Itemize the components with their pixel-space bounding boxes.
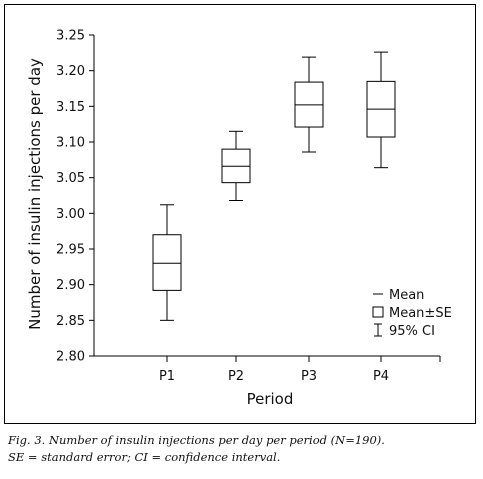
y-tick-label: 2.80 (56, 350, 85, 365)
y-tick-label: 3.10 (56, 136, 85, 151)
box-p2 (221, 130, 251, 201)
x-tick-label: P4 (373, 369, 389, 384)
y-ticks: 2.80 2.85 2.90 2.95 3.00 3.05 3.10 3.15 3.20 3.25 (56, 29, 94, 365)
y-tick-label: 3.20 (56, 64, 85, 79)
y-tick-label: 3.00 (56, 207, 85, 222)
y-tick-label: 3.25 (56, 29, 85, 44)
axes (93, 35, 440, 357)
legend-label: 95% CI (389, 324, 435, 339)
box-p3 (294, 56, 324, 153)
legend-label: Mean±SE (389, 306, 452, 321)
legend: Mean Mean±SE 95% CI (372, 288, 452, 339)
box-p1 (152, 204, 182, 321)
y-tick-label: 3.05 (56, 171, 85, 186)
legend-se-box-icon (372, 306, 384, 318)
legend-label: Mean (389, 288, 424, 303)
se-box (152, 234, 182, 291)
box-p4 (366, 51, 396, 169)
figure-caption: Fig. 3. Number of insulin injections per… (8, 432, 478, 466)
x-axis-label: Period (247, 390, 294, 408)
x-tick-label: P3 (301, 369, 317, 384)
y-axis-label: Number of insulin injections per day (26, 58, 44, 330)
caption-line-2: SE = standard error; CI = confidence int… (8, 450, 281, 464)
y-tick-label: 2.95 (56, 243, 85, 258)
y-tick-label: 3.15 (56, 100, 85, 115)
y-tick-label: 2.90 (56, 278, 85, 293)
figure-frame (4, 4, 476, 424)
x-ticks: P1 P2 P3 P4 (159, 356, 441, 384)
x-tick-label: P2 (228, 369, 244, 384)
x-tick-label: P1 (159, 369, 175, 384)
y-tick-label: 2.85 (56, 314, 85, 329)
box-plot-chart: 2.80 2.85 2.90 2.95 3.00 3.05 3.10 3.15 3.20 3.25… (26, 29, 452, 409)
caption-line-1: Fig. 3. Number of insulin injections per… (8, 433, 385, 447)
boxes (152, 51, 396, 321)
